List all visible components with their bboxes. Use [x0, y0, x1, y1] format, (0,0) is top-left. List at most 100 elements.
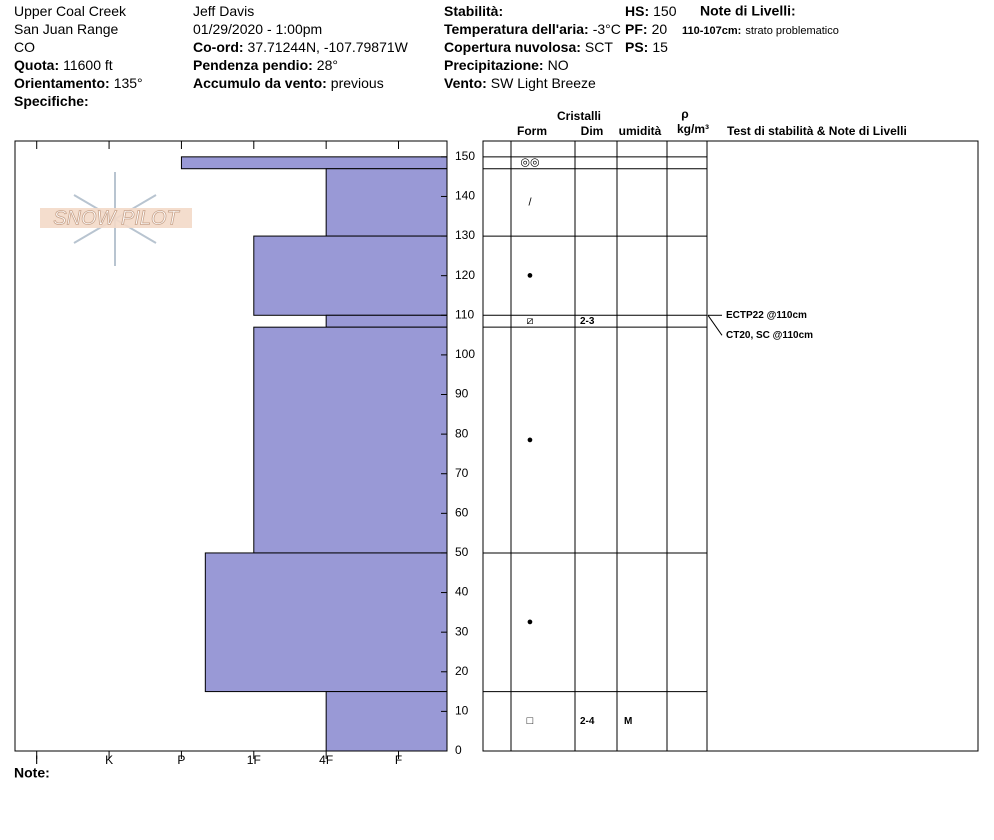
field-value: 20	[652, 21, 668, 37]
header-field: Precipitazione: NO	[444, 57, 569, 73]
y-tick-label: 90	[455, 387, 469, 401]
y-tick-label: 20	[455, 664, 469, 678]
col-density: ρ	[681, 107, 688, 121]
field-label: PS:	[625, 39, 648, 55]
grain-form: ●	[527, 270, 534, 282]
test-label: CT20, SC @110cm	[726, 330, 813, 341]
table-frame	[482, 140, 979, 752]
grain-form: ⧄	[527, 315, 534, 327]
field-value: strato problematico	[745, 25, 839, 37]
hardness-bar	[325, 314, 448, 328]
y-tick-label: 140	[455, 189, 475, 203]
col-form: Form	[517, 124, 547, 138]
field-value: SW Light Breeze	[491, 75, 596, 91]
hardness-bar	[180, 156, 448, 170]
x-tick-label: F	[395, 753, 402, 767]
y-tick-label: 130	[455, 228, 475, 242]
y-tick-label: 100	[455, 347, 475, 361]
field-value: previous	[331, 75, 384, 91]
header-field: Co-ord: 37.71244N, -107.79871W	[193, 39, 409, 55]
header-field: 01/29/2020 - 1:00pm	[193, 21, 322, 37]
x-tick-label: K	[105, 753, 113, 767]
header-field: Upper Coal Creek	[14, 3, 127, 19]
field-value: 135°	[114, 75, 143, 91]
header-field: Temperatura dell'aria: -3°C	[444, 21, 621, 37]
field-value: 15	[652, 39, 668, 55]
field-label: Specifiche:	[14, 93, 89, 109]
logo-band	[40, 208, 192, 228]
layer-notes-title: Note di Livelli:	[700, 3, 796, 19]
y-tick-label: 80	[455, 426, 469, 440]
y-tick-label: 10	[455, 704, 469, 718]
header-field: PF: 20	[625, 21, 667, 37]
header-field: CO	[14, 39, 35, 55]
moisture: M	[624, 716, 632, 727]
field-label: Orientamento:	[14, 75, 110, 91]
x-tick-label: I	[35, 753, 38, 767]
field-text: Jeff Davis	[193, 3, 254, 19]
field-label: Copertura nuvolosa:	[444, 39, 581, 55]
header-field: Copertura nuvolosa: SCT	[444, 39, 613, 55]
hardness-bar	[204, 552, 448, 693]
y-tick-label: 150	[455, 149, 475, 163]
header-field: Quota: 11600 ft	[14, 57, 113, 73]
test-label: ECTP22 @110cm	[726, 310, 807, 321]
hardness-bar	[253, 235, 448, 316]
field-value: 11600 ft	[63, 57, 113, 73]
y-tick-label: 40	[455, 585, 469, 599]
x-tick-label: P	[177, 753, 185, 767]
y-tick-label: 120	[455, 268, 475, 282]
header-field: Stabilità:	[444, 3, 503, 19]
field-label: 110-107cm:	[682, 25, 741, 37]
hardness-bar	[325, 691, 448, 752]
header-field: Pendenza pendio: 28°	[193, 57, 338, 73]
note-label: Note:	[14, 765, 50, 781]
logo-text: SNOW PILOT	[53, 207, 180, 229]
header-field: San Juan Range	[14, 21, 119, 37]
field-value: NO	[548, 57, 569, 73]
test-arrow	[707, 314, 723, 336]
grain-form: ●	[527, 434, 534, 446]
grain-form: ●	[527, 616, 534, 628]
field-label: Co-ord:	[193, 39, 244, 55]
y-tick-label: 50	[455, 545, 469, 559]
header-field: Jeff Davis	[193, 3, 254, 19]
hardness-bar	[253, 326, 448, 554]
grain-form: ◎◎	[520, 157, 539, 169]
y-tick-label: 60	[455, 506, 469, 520]
field-label: HS:	[625, 3, 649, 19]
x-tick-label: 4F	[319, 753, 333, 767]
header-field: Orientamento: 135°	[14, 75, 143, 91]
field-label: Accumulo da vento:	[193, 75, 327, 91]
grain-form: /	[528, 196, 532, 208]
field-label: Vento:	[444, 75, 487, 91]
y-tick-label: 110	[455, 307, 474, 321]
header-field: Accumulo da vento: previous	[193, 75, 384, 91]
col-density-unit: kg/m³	[677, 122, 709, 136]
field-label: Precipitazione:	[444, 57, 544, 73]
field-label: Quota:	[14, 57, 59, 73]
field-label: Temperatura dell'aria:	[444, 21, 589, 37]
field-value: SCT	[585, 39, 613, 55]
col-moisture: umidità	[619, 124, 662, 138]
header-field: Vento: SW Light Breeze	[444, 75, 596, 91]
y-tick-label: 0	[455, 743, 462, 757]
grain-size: 2-4	[580, 716, 595, 727]
header-field: Specifiche:	[14, 93, 89, 109]
x-tick-label: 1F	[247, 753, 261, 767]
grain-form: □	[527, 715, 534, 727]
header-field: 110-107cm: strato problematico	[682, 25, 839, 37]
header-field: HS: 150	[625, 3, 677, 19]
field-text: 01/29/2020 - 1:00pm	[193, 21, 322, 37]
col-crystals: Cristalli	[557, 109, 601, 123]
field-value: -3°C	[593, 21, 621, 37]
field-value: 37.71244N, -107.79871W	[248, 39, 409, 55]
field-text: San Juan Range	[14, 21, 119, 37]
grain-size: 2-3	[580, 316, 595, 327]
field-label: Stabilità:	[444, 3, 503, 19]
hardness-bar	[325, 168, 448, 237]
col-tests: Test di stabilità & Note di Livelli	[727, 124, 907, 138]
y-tick-label: 70	[455, 466, 469, 480]
field-text: CO	[14, 39, 35, 55]
